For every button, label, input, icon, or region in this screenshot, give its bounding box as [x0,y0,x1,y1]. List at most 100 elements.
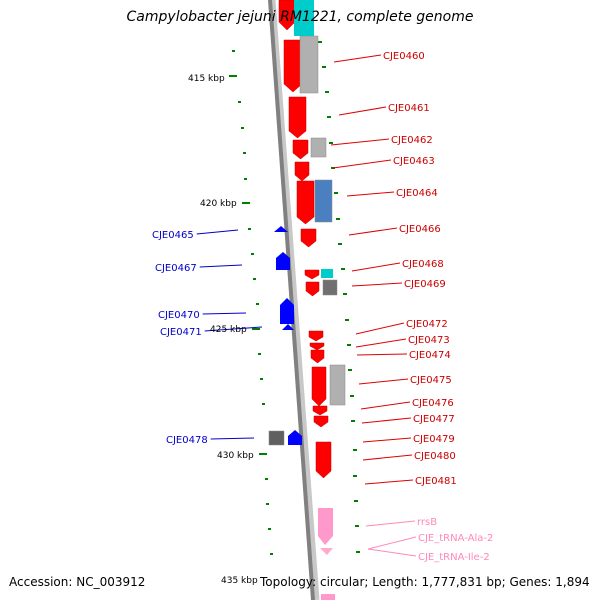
forward-gene-arrow-0 [278,0,296,31]
reverse-gene-arrow-0 [274,226,288,232]
gene-label-CJE0480: CJE0480 [414,451,456,462]
scale-label-3: 430 kbp [217,451,254,461]
trna-feature-0 [320,548,333,555]
cds-block-3 [322,279,338,296]
forward-gene-arrow-2 [288,96,307,139]
forward-gene-arrow-4 [294,161,310,182]
leader-CJE0472 [355,322,405,335]
cds-block-5 [268,430,285,446]
gene-label-CJE0460: CJE0460 [383,51,425,62]
tick-mark-left-1 [238,101,241,103]
leader-CJE0461 [338,106,387,116]
gene-label-CJE0477: CJE0477 [413,414,455,425]
rrna-feature [318,508,333,545]
gene-label-CJE0463: CJE0463 [393,156,435,167]
leader-CJE0480 [362,454,413,461]
tick-mark-right-6 [334,192,338,194]
leader-CJE0464 [346,191,395,197]
leader-CJE0473 [355,338,407,348]
leader-CJE0476 [360,401,411,410]
forward-gene-arrow-15 [315,441,332,479]
tick-mark-left-2 [241,127,244,129]
scale-label-0: 415 kbp [188,74,225,84]
forward-gene-arrow-10 [309,342,325,351]
leader-rrsB [365,520,416,527]
tick-mark-right-19 [355,525,359,527]
backbone-shadow [268,0,320,600]
forward-gene-arrow-12 [311,366,327,407]
major-tick-3 [259,453,267,455]
leader-CJE0471 [204,326,263,332]
gene-labels: CJE0460 CJE0461 CJE0462 CJE0463 CJE0464 CJE04… [152,51,493,563]
leader-CJE0475 [358,378,409,385]
gene-label-CJE0473: CJE0473 [408,335,450,346]
tick-mark-right-11 [345,319,349,321]
gene-label-CJE0481: CJE0481 [415,476,457,487]
rna-label-CJE_tRNA-Ala-2: CJE_tRNA-Ala-2 [418,533,493,544]
leader-CJE0467 [199,264,243,268]
tick-mark-right-7 [336,218,340,220]
leader-CJE0462 [330,138,390,146]
gene-label-CJE0462: CJE0462 [391,135,433,146]
tick-mark-left-16 [270,553,273,555]
tick-mark-right-1 [322,66,326,68]
leader-CJE0481 [364,479,414,485]
gene-label-CJE0475: CJE0475 [410,375,452,386]
gene-label-CJE0478: CJE0478 [166,435,208,446]
cds-block-top-cyan [294,0,314,36]
scale-label-4: 435 kbp [221,576,258,586]
tick-mark-left-14 [266,503,269,505]
reverse-gene-arrow-1 [276,252,290,270]
leader-CJE0478 [210,437,255,440]
tick-mark-left-11 [262,403,265,405]
leader-CJE0474 [356,353,408,356]
gene-label-CJE0464: CJE0464 [396,188,438,199]
leader-CJE0466 [348,227,398,236]
tick-marks [229,41,360,555]
map-title: Campylobacter jejuni RM1221, complete ge… [126,9,474,25]
forward-gene-arrow-1 [283,39,303,93]
leader-CJE_tRNA-Ala-2 [367,536,417,550]
tick-mark-right-14 [350,395,354,397]
tick-mark-left-7 [253,278,256,280]
tick-mark-left-6 [251,253,254,255]
leader-CJE0463 [332,159,392,169]
tick-mark-right-2 [325,91,329,93]
tick-mark-right-8 [338,243,342,245]
scale-label-1: 420 kbp [200,199,237,209]
gene-label-CJE0461: CJE0461 [388,103,430,114]
tick-mark-right-18 [354,500,358,502]
label-leader-lines [196,54,417,557]
tick-mark-left-4 [244,178,247,180]
forward-gene-arrow-7 [304,269,320,280]
tick-mark-right-10 [343,293,347,295]
gene-label-CJE0479: CJE0479 [413,434,455,445]
tick-mark-right-17 [353,475,357,477]
leader-CJE0469 [351,282,403,287]
tick-mark-right-16 [353,449,357,451]
major-tick-0 [229,75,237,77]
tick-mark-right-12 [347,344,351,346]
cds-block-1 [310,137,327,158]
tick-mark-left-3 [243,152,246,154]
leader-CJE_tRNA-Ile-2 [367,548,417,557]
forward-gene-arrow-9 [308,330,324,342]
gene-label-CJE0472: CJE0472 [406,319,448,330]
forward-gene-arrow-14 [313,415,329,428]
cds-block-4 [329,364,346,406]
genome-stats-text: Topology: circular; Length: 1,777,831 bp… [260,575,590,589]
leader-CJE0477 [361,417,412,424]
genome-backbone [268,0,320,600]
forward-gene-arrow-3 [292,139,309,160]
tick-mark-left-10 [260,378,263,380]
tick-mark-left-13 [265,478,268,480]
rna-label-rrsB: rrsB [417,517,437,528]
tick-mark-left-9 [258,353,261,355]
scale-label-2: 425 kbp [210,325,247,335]
tick-mark-right-13 [348,369,352,371]
tick-mark-left-15 [268,528,271,530]
leader-CJE0470 [202,312,247,315]
cds-block-2 [314,179,333,223]
